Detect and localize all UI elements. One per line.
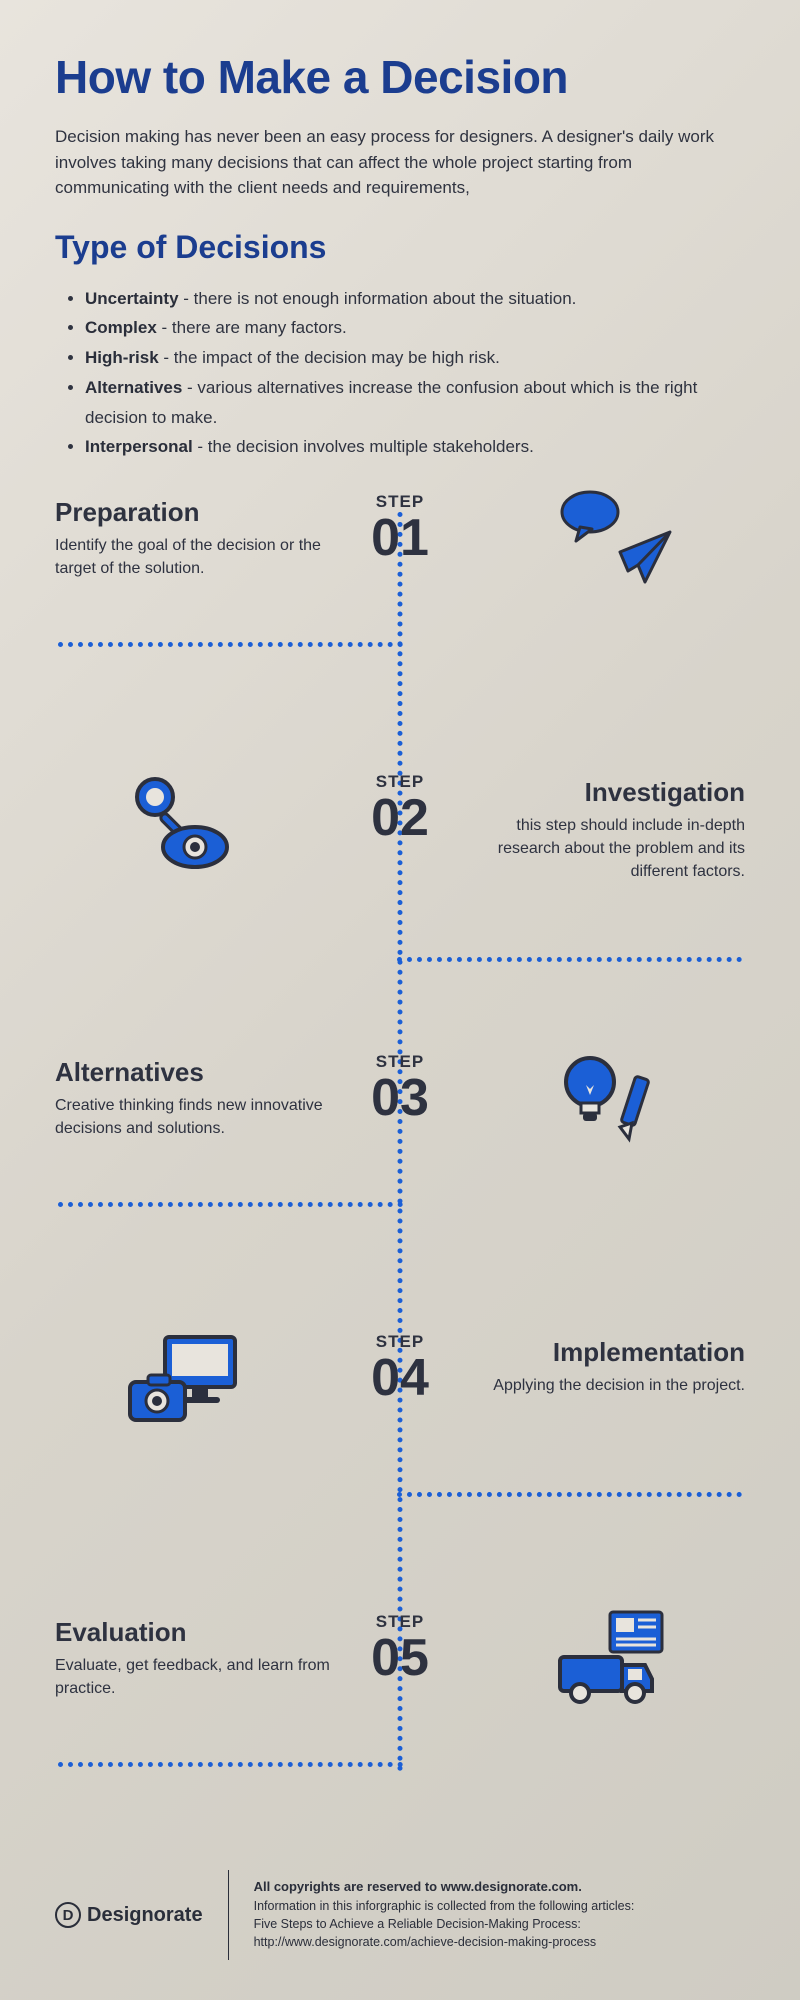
step-number: 02 [371, 794, 429, 843]
brand-name: Designorate [87, 1904, 203, 1927]
footer-divider [228, 1870, 229, 1960]
step-text: Implementation Applying the decision in t… [455, 1337, 745, 1397]
type-term: Uncertainty [85, 289, 179, 308]
type-item: Complex - there are many factors. [85, 313, 745, 343]
footer: D Designorate All copyrights are reserve… [0, 1840, 800, 2000]
type-list: Uncertainty - there is not enough inform… [55, 284, 745, 463]
subhead: Type of Decisions [55, 229, 745, 266]
type-item: High-risk - the impact of the decision m… [85, 343, 745, 373]
connector-line [58, 1762, 403, 1767]
step-desc: Identify the goal of the decision or the… [55, 534, 345, 580]
step-label: STEP01 [371, 492, 429, 563]
step-number: 03 [371, 1074, 429, 1123]
step-desc: Applying the decision in the project. [455, 1374, 745, 1397]
type-desc: - the decision involves multiple stakeho… [193, 437, 534, 456]
step-title: Preparation [55, 497, 345, 528]
step-label: STEP03 [371, 1052, 429, 1123]
step-desc: Evaluate, get feedback, and learn from p… [55, 1654, 345, 1700]
type-term: Interpersonal [85, 437, 193, 456]
step-text: Evaluation Evaluate, get feedback, and le… [55, 1617, 345, 1700]
intro-text: Decision making has never been an easy p… [55, 124, 745, 201]
vertical-spine [398, 512, 403, 1772]
magnify-eye-icon [95, 767, 275, 877]
step-text: Alternatives Creative thinking finds new … [55, 1057, 345, 1140]
credits-line: http://www.designorate.com/achieve-decis… [254, 1933, 635, 1951]
step-desc: Creative thinking finds new innovative d… [55, 1094, 345, 1140]
step-number: 04 [371, 1354, 429, 1403]
step-number: 01 [371, 514, 429, 563]
page-title: How to Make a Decision [55, 50, 745, 104]
step-title: Investigation [455, 777, 745, 808]
step-title: Evaluation [55, 1617, 345, 1648]
step-label: STEP04 [371, 1332, 429, 1403]
type-item: Interpersonal - the decision involves mu… [85, 432, 745, 462]
type-desc: - there are many factors. [157, 318, 347, 337]
logo-icon: D [55, 1902, 81, 1928]
truck-news-icon [525, 1607, 705, 1717]
step-title: Implementation [455, 1337, 745, 1368]
credits-line: Information in this inforgraphic is coll… [254, 1897, 635, 1915]
type-term: Alternatives [85, 378, 182, 397]
step-text: Preparation Identify the goal of the deci… [55, 497, 345, 580]
monitor-camera-icon [95, 1327, 275, 1437]
step-number: 05 [371, 1634, 429, 1683]
step-label: STEP02 [371, 772, 429, 843]
type-desc: - there is not enough information about … [179, 289, 577, 308]
type-term: High-risk [85, 348, 159, 367]
type-item: Uncertainty - there is not enough inform… [85, 284, 745, 314]
connector-line [397, 1492, 742, 1497]
connector-line [58, 642, 403, 647]
flow-diagram: STEP01 Preparation Identify the goal of th… [55, 492, 745, 1922]
bulb-pencil-icon [525, 1047, 705, 1157]
type-desc: - the impact of the decision may be high… [159, 348, 500, 367]
speech-plane-icon [525, 487, 705, 597]
connector-line [58, 1202, 403, 1207]
step-title: Alternatives [55, 1057, 345, 1088]
type-item: Alternatives - various alternatives incr… [85, 373, 745, 433]
connector-line [397, 957, 742, 962]
credits-line: Five Steps to Achieve a Reliable Decisio… [254, 1915, 635, 1933]
step-text: Investigation this step should include in… [455, 777, 745, 884]
type-term: Complex [85, 318, 157, 337]
copyright: All copyrights are reserved to www.desig… [254, 1878, 635, 1897]
credits: All copyrights are reserved to www.desig… [254, 1878, 635, 1951]
step-desc: this step should include in-depth resear… [455, 814, 745, 884]
step-label: STEP05 [371, 1612, 429, 1683]
brand-logo: D Designorate [55, 1902, 203, 1928]
